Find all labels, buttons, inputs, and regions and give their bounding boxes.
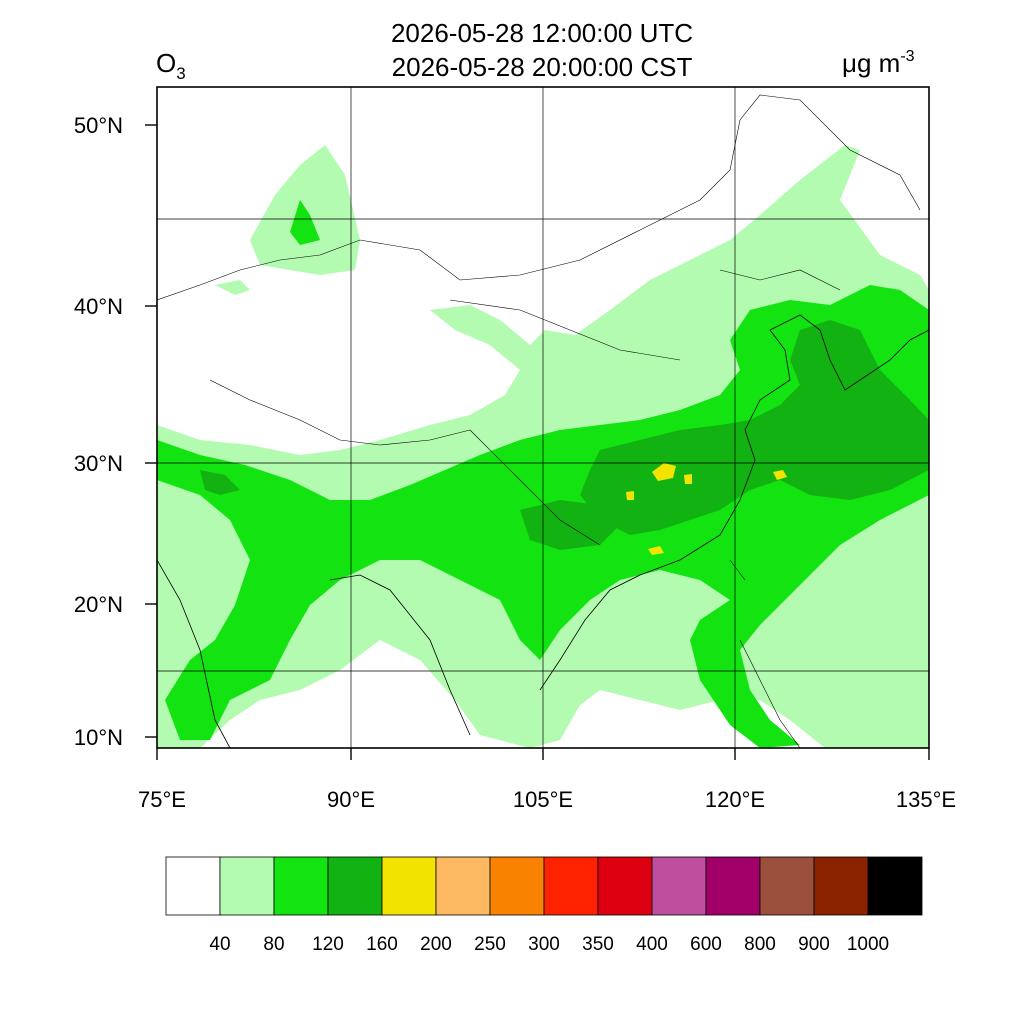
lat-label-30: 30°N xyxy=(74,451,123,476)
colorbar-swatch-13 xyxy=(867,856,923,916)
map-panel: 75°E 90°E 105°E 120°E 135°E 10°N 20°N 30… xyxy=(74,86,956,812)
colorbar-label-400: 400 xyxy=(636,934,668,955)
colorbar-swatch-1 xyxy=(219,856,275,916)
lon-label-135: 135°E xyxy=(896,787,956,812)
island-coast-philippines xyxy=(729,559,801,748)
lat-label-40: 40°N xyxy=(74,294,123,319)
field-patch-northwest-2 xyxy=(215,280,250,295)
colorbar-label-350: 350 xyxy=(582,934,614,955)
colorbar-swatch-9 xyxy=(651,856,707,916)
variable-label: O3 xyxy=(156,48,186,83)
lat-label-20: 20°N xyxy=(74,592,123,617)
colorbar-label-80: 80 xyxy=(263,934,284,955)
map-gridlines xyxy=(157,87,929,748)
title-cst: 2026-05-28 20:00:00 CST xyxy=(392,52,693,82)
colorbar-label-600: 600 xyxy=(690,934,722,955)
colorbar-label-300: 300 xyxy=(528,934,560,955)
lon-label-75: 75°E xyxy=(138,787,186,812)
colorbar-swatch-8 xyxy=(597,856,653,916)
colorbar-label-1000: 1000 xyxy=(847,934,889,955)
coastline-east-asia xyxy=(539,314,929,691)
field-patch-160-200-e xyxy=(626,491,634,500)
colorbar-swatch-11 xyxy=(759,856,815,916)
field-patch-160-200-b xyxy=(684,474,692,484)
colorbar-legend: 40 80 120 160 200 250 300 350 400 600 800 900 1000 xyxy=(165,856,923,955)
lon-label-90: 90°E xyxy=(327,787,375,812)
colorbar-swatch-3 xyxy=(327,856,383,916)
colorbar-swatch-4 xyxy=(381,856,437,916)
colorbar-label-40: 40 xyxy=(209,934,230,955)
lat-label-50: 50°N xyxy=(74,113,123,138)
colorbar-label-800: 800 xyxy=(744,934,776,955)
field-band-120-160 xyxy=(580,320,929,535)
field-patch-india xyxy=(200,470,240,495)
field-patch-160-200-a xyxy=(652,463,676,481)
field-patch-tibet-west xyxy=(290,200,320,245)
field-patch-south-china xyxy=(520,500,620,550)
colorbar-label-200: 200 xyxy=(420,934,452,955)
colorbar-swatch-7 xyxy=(543,856,599,916)
colorbar-swatch-2 xyxy=(273,856,329,916)
colorbar-label-900: 900 xyxy=(798,934,830,955)
colorbar-label-120: 120 xyxy=(312,934,344,955)
lon-label-120: 120°E xyxy=(705,787,765,812)
axis-ticks xyxy=(145,124,930,760)
colorbar-label-160: 160 xyxy=(366,934,398,955)
colorbar-label-250: 250 xyxy=(474,934,506,955)
colorbar-swatch-10 xyxy=(705,856,761,916)
country-borders xyxy=(157,94,921,546)
colorbar-swatch-0 xyxy=(165,856,221,916)
coastline-south-asia xyxy=(157,559,471,748)
title-utc: 2026-05-28 12:00:00 UTC xyxy=(391,18,693,48)
field-patch-160-200-d xyxy=(648,546,664,555)
lat-label-10: 10°N xyxy=(74,725,123,750)
colorbar-swatch-5 xyxy=(435,856,491,916)
field-patch-160-200-c xyxy=(773,470,787,480)
colorbar-swatch-12 xyxy=(813,856,869,916)
lon-label-105: 105°E xyxy=(513,787,573,812)
units-label: μg m-3 xyxy=(842,48,915,78)
colorbar-swatch-6 xyxy=(489,856,545,916)
